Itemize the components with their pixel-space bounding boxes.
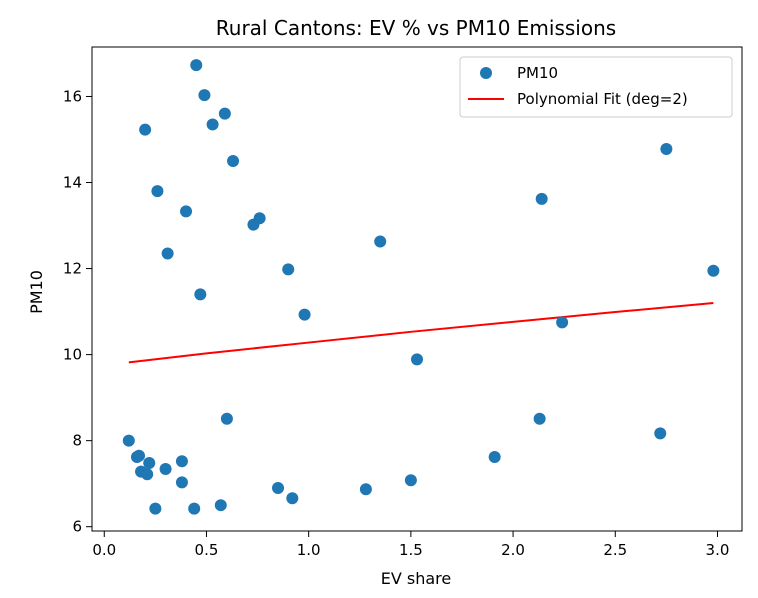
x-axis-ticks: 0.0 0.5 1.0 1.5 2.0 2.5 3.0 xyxy=(92,531,729,559)
scatter-point xyxy=(188,502,201,515)
chart-title: Rural Cantons: EV % vs PM10 Emissions xyxy=(216,16,616,40)
scatter-points-layer xyxy=(122,59,720,515)
y-tick-label: 16 xyxy=(63,87,82,105)
x-tick-label: 2.5 xyxy=(603,541,627,559)
scatter-point xyxy=(253,212,266,225)
legend-marker-pm10 xyxy=(480,67,492,79)
scatter-point xyxy=(227,155,240,168)
y-axis-label: PM10 xyxy=(27,270,46,314)
scatter-point xyxy=(139,123,152,136)
y-tick-label: 14 xyxy=(63,174,82,192)
scatter-point xyxy=(214,499,227,512)
scatter-point xyxy=(133,449,146,462)
y-tick-label: 8 xyxy=(72,432,82,450)
scatter-point xyxy=(272,481,285,494)
x-tick-label: 1.5 xyxy=(399,541,423,559)
fit-line xyxy=(128,301,714,364)
x-tick-label: 1.0 xyxy=(297,541,321,559)
y-tick-label: 6 xyxy=(72,518,82,536)
scatter-point xyxy=(190,59,203,72)
scatter-point xyxy=(411,353,423,366)
scatter-point xyxy=(175,476,188,489)
scatter-point xyxy=(282,263,295,276)
x-tick-label: 3.0 xyxy=(706,541,730,559)
y-tick-label: 10 xyxy=(63,346,82,364)
x-axis-label: EV share xyxy=(381,569,452,588)
scatter-point xyxy=(556,316,569,329)
x-tick-label: 0.0 xyxy=(92,541,116,559)
scatter-point xyxy=(220,412,233,425)
legend: PM10 Polynomial Fit (deg=2) xyxy=(459,56,733,118)
scatter-point xyxy=(218,107,231,120)
y-axis-ticks: 6 8 10 12 14 16 xyxy=(63,87,92,536)
scatter-point xyxy=(488,451,501,463)
plot-frame xyxy=(91,46,743,532)
scatter-point xyxy=(535,192,548,205)
scatter-point xyxy=(122,434,135,447)
scatter-point xyxy=(359,483,372,496)
scatter-point xyxy=(151,185,164,198)
scatter-point xyxy=(141,468,154,481)
scatter-point xyxy=(149,502,162,515)
legend-label-fit: Polynomial Fit (deg=2) xyxy=(517,90,688,108)
fit-line-layer xyxy=(128,301,714,364)
scatter-point xyxy=(654,427,667,440)
scatter-point xyxy=(180,205,193,218)
scatter-point xyxy=(660,142,673,155)
scatter-point xyxy=(159,463,172,476)
scatter-point xyxy=(707,264,720,277)
scatter-point xyxy=(143,457,156,470)
x-tick-label: 2.0 xyxy=(501,541,525,559)
scatter-point xyxy=(206,118,219,131)
scatter-point xyxy=(374,235,387,248)
y-tick-label: 12 xyxy=(63,260,82,278)
scatter-point xyxy=(194,288,207,301)
legend-label-pm10: PM10 xyxy=(517,64,558,82)
scatter-point xyxy=(533,412,546,425)
scatter-point xyxy=(175,455,188,468)
x-tick-label: 0.5 xyxy=(195,541,219,559)
scatter-point xyxy=(404,474,417,487)
scatter-point xyxy=(161,247,174,260)
scatter-point xyxy=(198,89,211,102)
scatter-point xyxy=(286,492,299,505)
scatter-point xyxy=(298,308,311,321)
legend-box xyxy=(459,56,733,118)
